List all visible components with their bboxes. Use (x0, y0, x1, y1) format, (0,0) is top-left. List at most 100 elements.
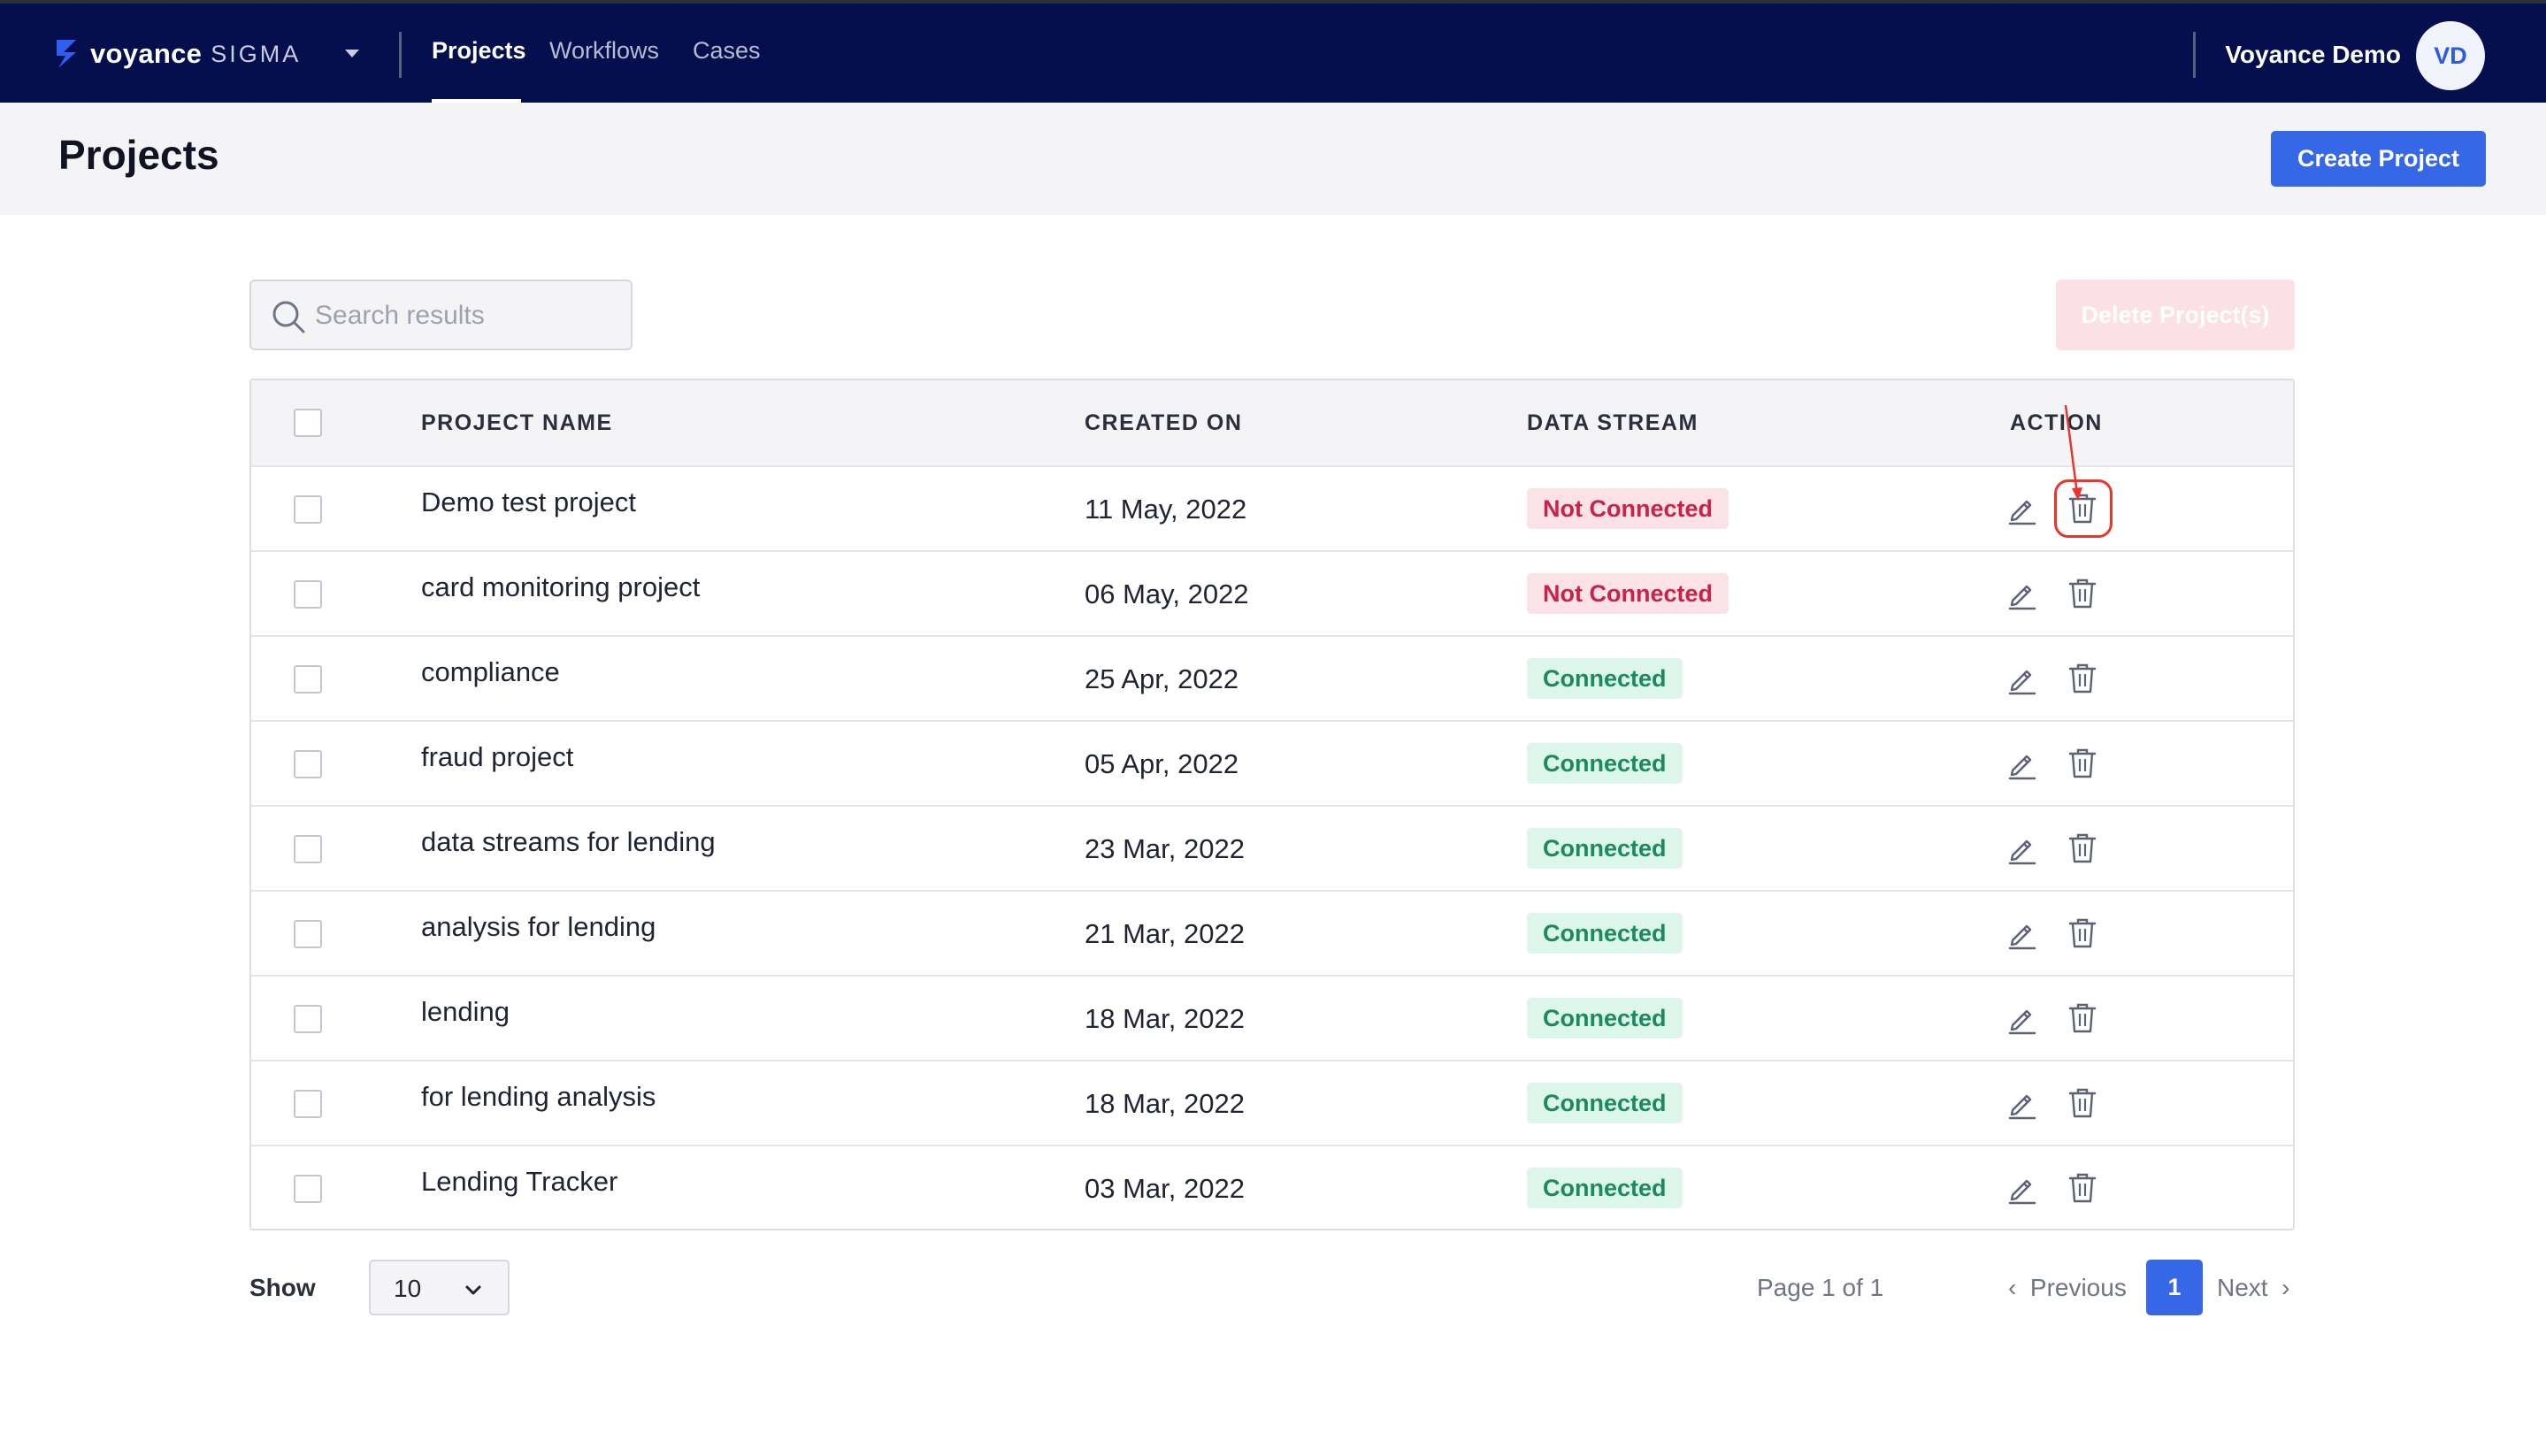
project-name[interactable]: fraud project (421, 741, 574, 772)
row-checkbox[interactable] (294, 665, 322, 694)
page-number-button[interactable]: 1 (2146, 1260, 2203, 1315)
page-title: Projects (58, 132, 219, 178)
chevron-down-icon (465, 1285, 481, 1295)
tab-cases[interactable]: Cases (693, 37, 761, 64)
user-name[interactable]: Voyance Demo (2225, 41, 2401, 68)
table-row[interactable]: compliance 25 Apr, 2022 Connected (251, 635, 2293, 720)
project-name[interactable]: compliance (421, 656, 560, 687)
page-info: Page 1 of 1 (1757, 1274, 1884, 1301)
row-checkbox[interactable] (294, 1005, 322, 1033)
avatar[interactable]: VD (2416, 21, 2485, 90)
select-all-checkbox[interactable] (294, 409, 322, 437)
top-navigation-bar: voyance SIGMA Projects Workflows Cases V… (0, 0, 2546, 103)
status-badge: Not Connected (1527, 488, 1729, 529)
nav-divider (2193, 32, 2196, 78)
chevron-left-icon: ‹ (2008, 1274, 2017, 1301)
trash-icon[interactable] (2067, 1086, 2098, 1120)
created-on: 18 Mar, 2022 (1085, 1003, 1245, 1034)
created-on: 21 Mar, 2022 (1085, 918, 1245, 949)
trash-icon[interactable] (2067, 1001, 2098, 1035)
project-name[interactable]: card monitoring project (421, 571, 701, 602)
brand-name: voyance (90, 38, 203, 69)
created-on: 11 May, 2022 (1085, 494, 1247, 525)
table-row[interactable]: Lending Tracker 03 Mar, 2022 Connected (251, 1145, 2293, 1229)
page-header: Projects Create Project (0, 103, 2546, 215)
tab-projects[interactable]: Projects (432, 37, 526, 64)
pencil-icon[interactable] (2006, 494, 2038, 525)
trash-icon[interactable] (2067, 1171, 2098, 1205)
table-row[interactable]: lending 18 Mar, 2022 Connected (251, 975, 2293, 1060)
row-checkbox[interactable] (294, 1175, 322, 1203)
row-checkbox[interactable] (294, 750, 322, 778)
search-box[interactable] (249, 280, 633, 350)
table-row[interactable]: card monitoring project 06 May, 2022 Not C… (251, 550, 2293, 635)
trash-icon[interactable] (2067, 916, 2098, 950)
page-size-select[interactable]: 10 (369, 1260, 510, 1315)
search-input[interactable] (315, 294, 616, 338)
created-on: 05 Apr, 2022 (1085, 748, 1239, 779)
previous-label: Previous (2029, 1274, 2127, 1301)
delete-projects-button[interactable]: Delete Project(s) (2056, 280, 2295, 350)
pencil-icon[interactable] (2006, 748, 2038, 780)
created-on: 18 Mar, 2022 (1085, 1088, 1245, 1119)
pencil-icon[interactable] (2006, 918, 2038, 950)
brand-product: SIGMA (211, 40, 302, 67)
status-badge: Connected (1527, 743, 1683, 784)
previous-page-button[interactable]: ‹ Previous (2008, 1274, 2127, 1302)
create-project-button[interactable]: Create Project (2271, 131, 2486, 187)
table-row[interactable]: analysis for lending 21 Mar, 2022 Connecte… (251, 890, 2293, 975)
pencil-icon[interactable] (2006, 1003, 2038, 1035)
trash-icon[interactable] (2067, 831, 2098, 865)
column-header-data-stream[interactable]: DATA STREAM (1527, 410, 1699, 435)
trash-icon[interactable] (2067, 747, 2098, 780)
pencil-icon[interactable] (2006, 1088, 2038, 1120)
voyance-bolt-icon (57, 40, 76, 68)
tab-workflows[interactable]: Workflows (549, 37, 660, 64)
column-header-project-name[interactable]: PROJECT NAME (421, 410, 613, 435)
nav-divider (399, 32, 402, 78)
project-name[interactable]: Lending Tracker (421, 1166, 618, 1197)
project-name[interactable]: analysis for lending (421, 911, 656, 942)
row-checkbox[interactable] (294, 1090, 322, 1118)
active-tab-indicator (432, 99, 521, 103)
project-name[interactable]: lending (421, 996, 510, 1027)
status-badge: Connected (1527, 913, 1683, 954)
annotation-highlight (2054, 479, 2113, 538)
project-name[interactable]: Demo test project (421, 487, 636, 517)
table-header: PROJECT NAME CREATED ON DATA STREAM ACTI… (251, 380, 2293, 465)
row-checkbox[interactable] (294, 580, 322, 609)
project-name[interactable]: for lending analysis (421, 1081, 656, 1112)
page-size-value: 10 (394, 1275, 422, 1302)
next-label: Next (2217, 1274, 2268, 1301)
created-on: 03 Mar, 2022 (1085, 1173, 1245, 1204)
table-row[interactable]: data streams for lending 23 Mar, 2022 Conn… (251, 805, 2293, 890)
trash-icon[interactable] (2067, 662, 2098, 695)
row-checkbox[interactable] (294, 835, 322, 863)
status-badge: Not Connected (1527, 573, 1729, 614)
row-checkbox[interactable] (294, 920, 322, 948)
status-badge: Connected (1527, 1083, 1683, 1123)
trash-icon[interactable] (2067, 577, 2098, 610)
pencil-icon[interactable] (2006, 1173, 2038, 1205)
status-badge: Connected (1527, 658, 1683, 699)
brand-logo[interactable]: voyance SIGMA (55, 34, 301, 74)
created-on: 23 Mar, 2022 (1085, 833, 1245, 864)
pencil-icon[interactable] (2006, 579, 2038, 610)
page-size-label: Show (249, 1274, 316, 1301)
status-badge: Connected (1527, 998, 1683, 1038)
table-row[interactable]: Demo test project 11 May, 2022 Not Connect… (251, 465, 2293, 550)
project-name[interactable]: data streams for lending (421, 826, 716, 857)
pencil-icon[interactable] (2006, 833, 2038, 865)
column-header-created-on[interactable]: CREATED ON (1085, 410, 1243, 435)
status-badge: Connected (1527, 1168, 1683, 1208)
pencil-icon[interactable] (2006, 663, 2038, 695)
next-page-button[interactable]: Next › (2217, 1274, 2289, 1302)
table-row[interactable]: for lending analysis 18 Mar, 2022 Connecte… (251, 1060, 2293, 1145)
chevron-down-icon[interactable] (341, 44, 363, 62)
chevron-right-icon: › (2281, 1274, 2290, 1301)
row-checkbox[interactable] (294, 495, 322, 524)
projects-table: PROJECT NAME CREATED ON DATA STREAM ACTI… (249, 379, 2295, 1230)
status-badge: Connected (1527, 828, 1683, 869)
column-header-action: ACTION (2010, 410, 2103, 435)
table-row[interactable]: fraud project 05 Apr, 2022 Connected (251, 720, 2293, 805)
